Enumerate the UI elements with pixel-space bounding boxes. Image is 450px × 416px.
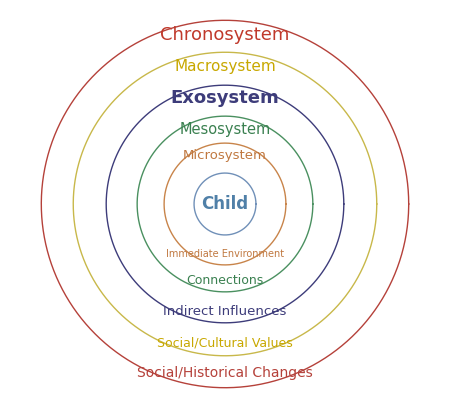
Text: Microsystem: Microsystem [183,149,267,161]
Text: Social/Cultural Values: Social/Cultural Values [157,336,293,349]
Text: Mesosystem: Mesosystem [180,121,270,136]
Text: Indirect Influences: Indirect Influences [163,305,287,318]
Text: Child: Child [202,195,248,213]
Text: Social/Historical Changes: Social/Historical Changes [137,366,313,380]
Text: Connections: Connections [186,275,264,287]
Text: Macrosystem: Macrosystem [174,59,276,74]
Text: Exosystem: Exosystem [171,89,279,107]
Text: Chronosystem: Chronosystem [160,26,290,44]
Text: Immediate Environment: Immediate Environment [166,249,284,259]
